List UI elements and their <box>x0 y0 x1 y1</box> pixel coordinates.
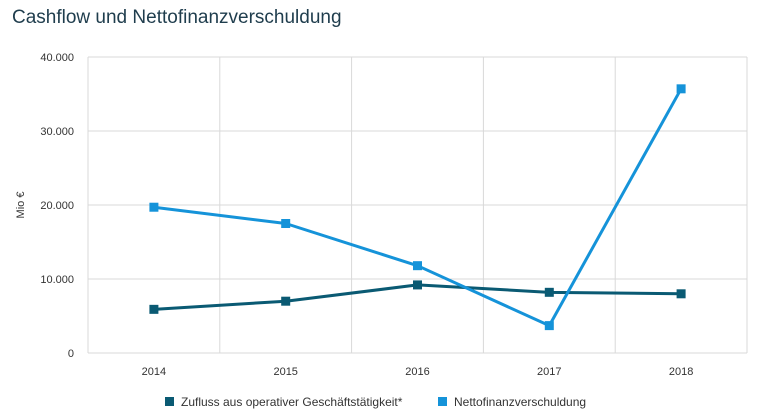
x-tick-label: 2014 <box>142 366 166 378</box>
x-tick-label: 2016 <box>405 366 429 378</box>
data-point <box>413 280 422 290</box>
x-tick-label: 2015 <box>273 366 297 378</box>
legend-label: Nettofinanzverschuldung <box>454 395 586 409</box>
data-point <box>676 289 686 299</box>
series-2 <box>149 84 686 331</box>
series-line <box>153 88 683 328</box>
x-tick-labels: 2014 2015 2016 2017 2018 <box>142 366 694 378</box>
data-point <box>413 261 422 271</box>
legend-label: Zufluss aus operativer Geschäftstätigkei… <box>181 395 403 409</box>
legend-swatch <box>165 397 174 406</box>
data-point <box>544 287 554 297</box>
series-group <box>149 84 686 331</box>
y-axis-label: Mio € <box>15 192 27 219</box>
y-tick-label: 0 <box>68 348 74 360</box>
y-tick-label: 10.000 <box>40 274 74 286</box>
data-point <box>149 304 159 314</box>
data-point <box>149 202 159 212</box>
series-1 <box>149 280 686 314</box>
y-tick-label: 20.000 <box>40 200 74 212</box>
legend-swatch <box>438 397 447 406</box>
data-point <box>281 296 291 306</box>
data-point <box>676 84 686 94</box>
y-tick-label: 40.000 <box>40 52 74 64</box>
chart-title: Cashflow und Nettofinanzverschuldung <box>12 7 342 28</box>
legend: Zufluss aus operativer Geschäftstätigkei… <box>165 395 586 409</box>
x-tick-label: 2017 <box>537 366 561 378</box>
x-tick-label: 2018 <box>669 366 693 378</box>
y-tick-label: 30.000 <box>40 126 74 138</box>
y-tick-labels: 0 10.000 20.000 30.000 40.000 <box>40 52 74 360</box>
data-point <box>544 321 554 331</box>
data-point <box>281 219 291 228</box>
